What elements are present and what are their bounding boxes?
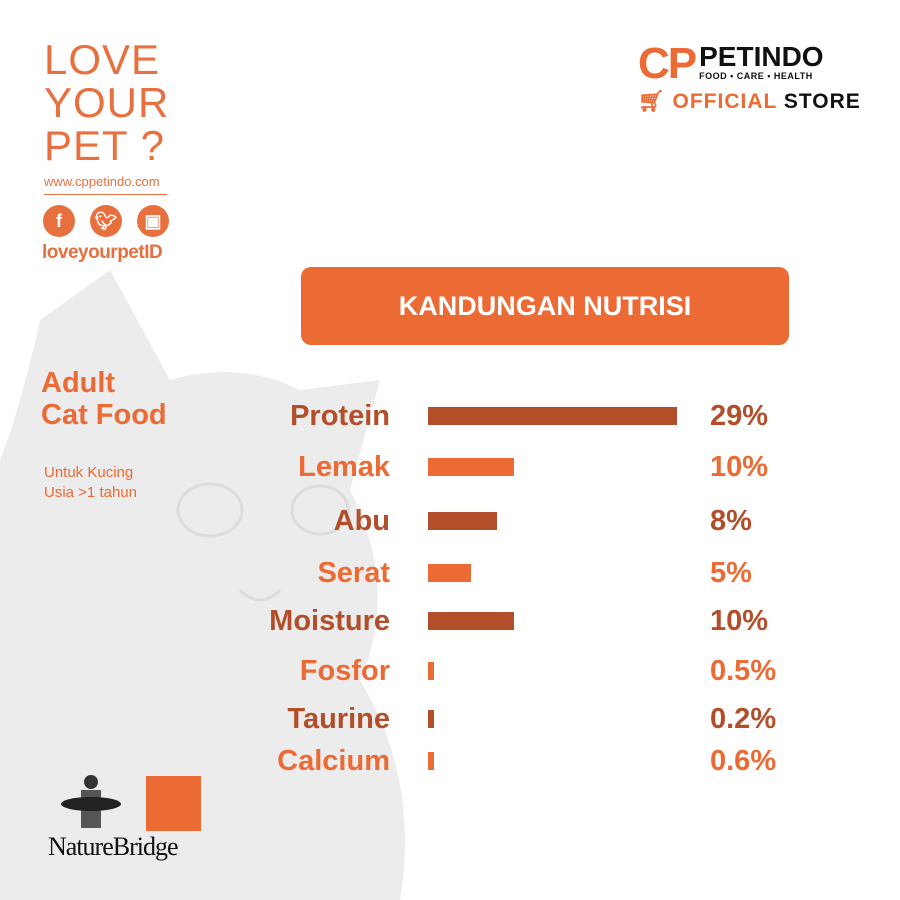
product-subtitle: Untuk Kucing Usia >1 tahun bbox=[44, 463, 137, 503]
official-text: OFFICIAL bbox=[672, 90, 777, 113]
bar bbox=[428, 458, 514, 476]
bar bbox=[428, 564, 471, 582]
category-label: Serat bbox=[317, 557, 390, 589]
official-store-label: 🛒︎ OFFICIAL STORE bbox=[638, 90, 861, 114]
bar-row: Abu 8% bbox=[0, 501, 900, 541]
bar-row: Serat 5% bbox=[0, 553, 900, 593]
product-title-line: Cat Food bbox=[41, 399, 167, 431]
divider bbox=[44, 194, 167, 195]
social-icons: f 🐦︎ ▣ bbox=[43, 205, 169, 237]
slogan: LOVE YOUR PET ? bbox=[44, 38, 169, 167]
bar bbox=[428, 710, 434, 728]
category-label: Moisture bbox=[269, 605, 390, 637]
bar-row: Lemak 10% bbox=[0, 447, 900, 487]
social-handle: loveyourpetID bbox=[42, 242, 163, 263]
bar-row: Calcium 0.6% bbox=[0, 741, 900, 781]
category-label: Taurine bbox=[287, 703, 390, 735]
value-label: 29% bbox=[710, 400, 769, 432]
brand-square bbox=[146, 776, 201, 831]
slogan-line: YOUR bbox=[44, 79, 170, 126]
product-subtitle-line: Untuk Kucing bbox=[44, 464, 134, 481]
bar bbox=[428, 752, 434, 770]
category-label: Fosfor bbox=[299, 655, 390, 687]
category-label: Lemak bbox=[298, 451, 390, 483]
chart-title: KANDUNGAN NUTRISI bbox=[301, 267, 789, 345]
value-label: 5% bbox=[710, 557, 752, 589]
category-label: Calcium bbox=[277, 745, 390, 777]
slogan-line: LOVE bbox=[44, 36, 161, 83]
fisherman-illustration bbox=[61, 775, 121, 828]
value-label: 10% bbox=[710, 605, 769, 637]
bar-row: Moisture 10% bbox=[0, 601, 900, 641]
product-title: Adult Cat Food bbox=[41, 367, 167, 431]
cart-icon: 🛒︎ bbox=[638, 90, 666, 113]
value-label: 10% bbox=[710, 451, 769, 483]
value-label: 8% bbox=[710, 505, 752, 537]
logo-cp: CP bbox=[638, 39, 697, 88]
bar bbox=[428, 512, 497, 530]
facebook-icon[interactable]: f bbox=[43, 205, 75, 237]
bar-row: Taurine 0.2% bbox=[0, 699, 900, 739]
category-label: Protein bbox=[290, 400, 390, 432]
cp-petindo-logo: CP PETINDO FOOD • CARE • HEALTH bbox=[638, 42, 824, 86]
instagram-icon[interactable]: ▣ bbox=[137, 205, 169, 237]
value-label: 0.5% bbox=[710, 655, 777, 687]
website-link[interactable]: www.cppetindo.com bbox=[44, 174, 160, 189]
bar-row: Protein 29% bbox=[0, 396, 900, 436]
product-title-line: Adult bbox=[41, 367, 116, 399]
category-label: Abu bbox=[333, 505, 390, 537]
bar bbox=[428, 407, 677, 425]
bar bbox=[428, 662, 434, 680]
product-subtitle-line: Usia >1 tahun bbox=[44, 484, 137, 501]
slogan-line: PET ? bbox=[44, 122, 165, 169]
bar bbox=[428, 612, 514, 630]
value-label: 0.2% bbox=[710, 703, 777, 735]
naturebridge-wordmark: NatureBridge bbox=[48, 832, 179, 861]
store-text: STORE bbox=[783, 90, 861, 113]
value-label: 0.6% bbox=[710, 745, 777, 777]
bar-row: Fosfor 0.5% bbox=[0, 651, 900, 691]
twitter-icon[interactable]: 🐦︎ bbox=[90, 205, 122, 237]
logo-name: PETINDO bbox=[699, 41, 824, 72]
logo-tagline: FOOD • CARE • HEALTH bbox=[699, 71, 813, 81]
